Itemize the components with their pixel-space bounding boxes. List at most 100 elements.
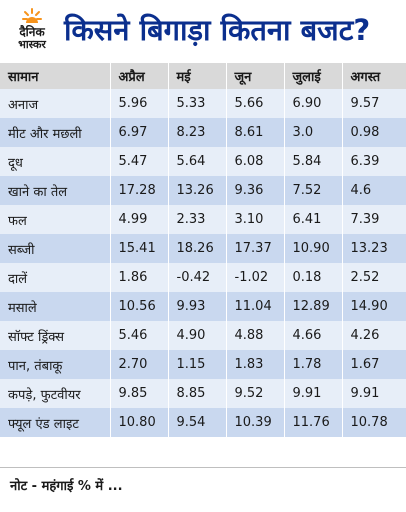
value-cell: 9.91: [342, 379, 406, 408]
value-cell: 4.88: [226, 321, 285, 350]
value-cell: 5.96: [110, 89, 169, 118]
value-cell: 13.26: [168, 176, 227, 205]
table-row: पान, तंबाकू 2.70 1.15 1.83 1.78 1.67: [0, 350, 406, 379]
value-cell: 6.97: [110, 118, 169, 147]
value-cell: 6.41: [284, 205, 343, 234]
value-cell: 11.76: [284, 408, 343, 437]
value-cell: 10.56: [110, 292, 169, 321]
table-row: दालें 1.86 -0.42 -1.02 0.18 2.52: [0, 263, 406, 292]
header-june: जून: [226, 63, 285, 89]
value-cell: 4.99: [110, 205, 169, 234]
value-cell: 9.36: [226, 176, 285, 205]
value-cell: 17.37: [226, 234, 285, 263]
table-row: खाने का तेल 17.28 13.26 9.36 7.52 4.6: [0, 176, 406, 205]
value-cell: 8.23: [168, 118, 227, 147]
value-cell: 9.57: [342, 89, 406, 118]
item-name-cell: दूध: [0, 147, 111, 176]
value-cell: 10.80: [110, 408, 169, 437]
table-row: अनाज 5.96 5.33 5.66 6.90 9.57: [0, 89, 406, 118]
header-april: अप्रैल: [110, 63, 169, 89]
item-name-cell: खाने का तेल: [0, 176, 111, 205]
item-name-cell: सब्जी: [0, 234, 111, 263]
value-cell: 9.54: [168, 408, 227, 437]
value-cell: 2.70: [110, 350, 169, 379]
value-cell: -1.02: [226, 263, 285, 292]
table-row: फ्यूल एंड लाइट 10.80 9.54 10.39 11.76 10.78: [0, 408, 406, 437]
value-cell: 4.6: [342, 176, 406, 205]
table-row: फल 4.99 2.33 3.10 6.41 7.39: [0, 205, 406, 234]
value-cell: 3.10: [226, 205, 285, 234]
value-cell: 5.66: [226, 89, 285, 118]
value-cell: 1.83: [226, 350, 285, 379]
value-cell: 0.98: [342, 118, 406, 147]
value-cell: 6.39: [342, 147, 406, 176]
item-name-cell: दालें: [0, 263, 111, 292]
value-cell: 1.86: [110, 263, 169, 292]
value-cell: -0.42: [168, 263, 227, 292]
divider: [0, 467, 406, 468]
page-title: किसने बिगाड़ा कितना बजट?: [64, 13, 371, 47]
table-row: मीट और मछली 6.97 8.23 8.61 3.0 0.98: [0, 118, 406, 147]
value-cell: 3.0: [284, 118, 343, 147]
value-cell: 14.90: [342, 292, 406, 321]
header-may: मई: [168, 63, 227, 89]
value-cell: 5.33: [168, 89, 227, 118]
value-cell: 7.52: [284, 176, 343, 205]
item-name-cell: फल: [0, 205, 111, 234]
value-cell: 7.39: [342, 205, 406, 234]
value-cell: 8.61: [226, 118, 285, 147]
value-cell: 1.78: [284, 350, 343, 379]
footnote: नोट - महंगाई % में ...: [10, 479, 123, 494]
value-cell: 1.15: [168, 350, 227, 379]
value-cell: 10.39: [226, 408, 285, 437]
table-row: सब्जी 15.41 18.26 17.37 10.90 13.23: [0, 234, 406, 263]
value-cell: 2.52: [342, 263, 406, 292]
value-cell: 15.41: [110, 234, 169, 263]
table-row: दूध 5.47 5.64 6.08 5.84 6.39: [0, 147, 406, 176]
item-name-cell: पान, तंबाकू: [0, 350, 111, 379]
item-name-cell: मीट और मछली: [0, 118, 111, 147]
value-cell: 4.66: [284, 321, 343, 350]
item-name-cell: मसाले: [0, 292, 111, 321]
table-row: कपड़े, फुटवीयर 9.85 8.85 9.52 9.91 9.91: [0, 379, 406, 408]
value-cell: 9.93: [168, 292, 227, 321]
value-cell: 9.52: [226, 379, 285, 408]
value-cell: 13.23: [342, 234, 406, 263]
value-cell: 4.26: [342, 321, 406, 350]
header: दैनिक भास्कर किसने बिगाड़ा कितना बजट?: [0, 0, 406, 60]
value-cell: 5.46: [110, 321, 169, 350]
value-cell: 6.90: [284, 89, 343, 118]
brand-name-line2: भास्कर: [18, 38, 46, 51]
value-cell: 6.08: [226, 147, 285, 176]
value-cell: 0.18: [284, 263, 343, 292]
header-july: जुलाई: [284, 63, 343, 89]
value-cell: 5.84: [284, 147, 343, 176]
table-row: सॉफ्ट ड्रिंक्स 5.46 4.90 4.88 4.66 4.26: [0, 321, 406, 350]
value-cell: 9.91: [284, 379, 343, 408]
table-header-row: सामान अप्रैल मई जून जुलाई अगस्त: [0, 63, 406, 89]
sun-icon: [22, 8, 42, 23]
inflation-table: सामान अप्रैल मई जून जुलाई अगस्त अनाज 5.96…: [0, 63, 406, 437]
value-cell: 9.85: [110, 379, 169, 408]
value-cell: 5.47: [110, 147, 169, 176]
header-august: अगस्त: [342, 63, 406, 89]
value-cell: 8.85: [168, 379, 227, 408]
item-name-cell: अनाज: [0, 89, 111, 118]
value-cell: 5.64: [168, 147, 227, 176]
item-name-cell: कपड़े, फुटवीयर: [0, 379, 111, 408]
item-name-cell: फ्यूल एंड लाइट: [0, 408, 111, 437]
table-row: मसाले 10.56 9.93 11.04 12.89 14.90: [0, 292, 406, 321]
value-cell: 2.33: [168, 205, 227, 234]
value-cell: 11.04: [226, 292, 285, 321]
header-item: सामान: [0, 63, 111, 89]
table-body: अनाज 5.96 5.33 5.66 6.90 9.57 मीट और मछली 6.97 8…: [0, 89, 406, 437]
item-name-cell: सॉफ्ट ड्रिंक्स: [0, 321, 111, 350]
value-cell: 10.78: [342, 408, 406, 437]
value-cell: 17.28: [110, 176, 169, 205]
value-cell: 18.26: [168, 234, 227, 263]
value-cell: 1.67: [342, 350, 406, 379]
brand-name-line1: दैनिक: [19, 25, 45, 39]
brand-logo: दैनिक भास्कर: [8, 8, 56, 52]
value-cell: 4.90: [168, 321, 227, 350]
value-cell: 10.90: [284, 234, 343, 263]
